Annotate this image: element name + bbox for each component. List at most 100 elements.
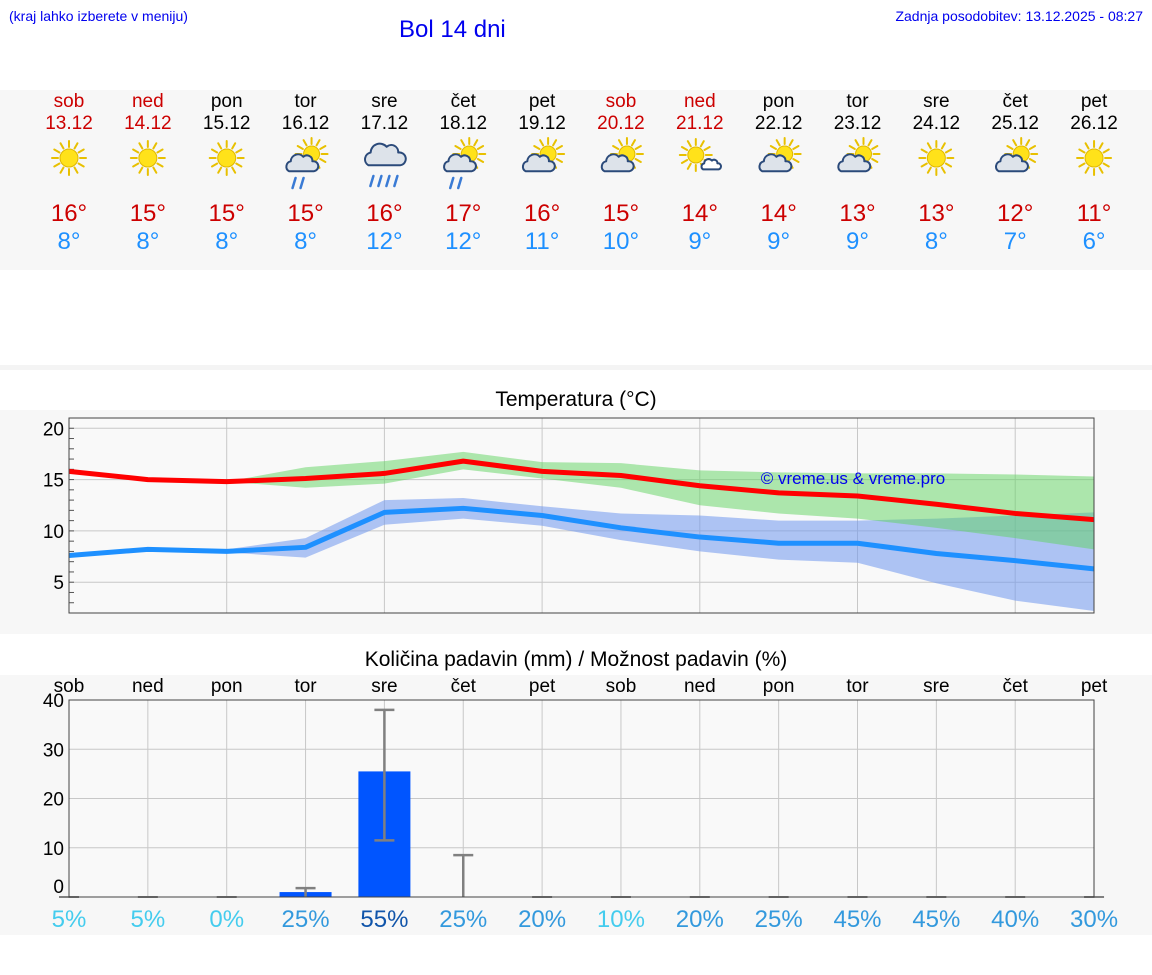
precip-day-label: čet <box>451 676 477 697</box>
forecast-day-label: pet <box>1081 91 1108 112</box>
temp-min-range-band <box>69 498 1095 611</box>
forecast-day-label: pon <box>211 91 243 112</box>
precip-day-label: čet <box>1003 676 1029 697</box>
precip-probability-label: 40% <box>991 906 1039 933</box>
precip-day-label: pet <box>1081 676 1108 697</box>
precip-y-tick-label: 30 <box>43 740 64 761</box>
precip-day-label: tor <box>294 676 317 697</box>
forecast-min-temp: 12° <box>445 228 481 255</box>
precip-day-label: pon <box>211 676 243 697</box>
forecast-day-label: sre <box>371 91 397 112</box>
precip-y-tick-label: 40 <box>43 691 64 712</box>
sun-cloud-icon <box>837 137 881 173</box>
sun-icon <box>1076 140 1113 176</box>
precip-probability-label: 45% <box>912 906 960 933</box>
sun-icon <box>51 140 87 176</box>
forecast-max-temp: 16° <box>524 200 560 227</box>
precip-day-label: sre <box>371 676 397 697</box>
precip-day-label: pon <box>763 676 795 697</box>
location-menu-hint: (kraj lahko izberete v meniju) <box>9 8 188 24</box>
forecast-day-label: tor <box>294 91 317 112</box>
forecast-date-label: 23.12 <box>834 113 882 134</box>
forecast-day-label: pon <box>763 91 795 112</box>
forecast-day-label: sob <box>606 91 637 112</box>
forecast-day-label: ned <box>132 91 164 112</box>
forecast-min-temp: 8° <box>925 228 948 255</box>
precip-probability-label: 25% <box>282 906 330 933</box>
forecast-max-temp: 17° <box>445 200 481 227</box>
forecast-max-temp: 14° <box>761 200 797 227</box>
forecast-min-temp: 7° <box>1004 228 1027 255</box>
sun-cloud-icon <box>995 137 1039 173</box>
precip-probability-label: 5% <box>52 906 87 933</box>
sun-cloud-icon <box>600 137 644 173</box>
precip-day-label: pet <box>529 676 556 697</box>
forecast-day-label: čet <box>451 91 477 112</box>
forecast-max-temp: 15° <box>130 200 166 227</box>
forecast-date-label: 21.12 <box>676 113 724 134</box>
precip-y-tick-label: 20 <box>43 790 64 811</box>
forecast-max-temp: 11° <box>1077 200 1112 227</box>
sun-cloud-icon <box>758 137 802 173</box>
temp-y-tick-label: 20 <box>43 419 64 440</box>
forecast-day-label: ned <box>684 91 716 112</box>
forecast-min-temp: 8° <box>294 228 317 255</box>
forecast-min-temp: 11° <box>525 228 560 255</box>
forecast-min-temp: 10° <box>603 228 639 255</box>
forecast-days: sob13.1216°8°ned14.1215°8°pon15.1215°8°t… <box>45 91 1118 255</box>
forecast-day-label: pet <box>529 91 556 112</box>
forecast-max-temp: 15° <box>603 200 639 227</box>
precip-probability-label: 55% <box>360 906 408 933</box>
page-title: Bol 14 dni <box>399 16 506 43</box>
forecast-day-label: sre <box>923 91 949 112</box>
forecast-date-label: 25.12 <box>991 113 1039 134</box>
temperature-chart-area: 5 10 15 20 © vreme.us & vreme.pro <box>0 410 1152 634</box>
precip-probability-label: 5% <box>131 906 166 933</box>
forecast-min-temp: 8° <box>58 228 81 255</box>
forecast-min-temp: 8° <box>136 228 159 255</box>
temperature-chart: 5 10 15 20 © vreme.us & vreme.pro <box>43 417 1095 614</box>
forecast-min-temp: 9° <box>688 228 711 255</box>
forecast-max-temp: 13° <box>918 200 954 227</box>
last-update-label: Zadnja posodobitev: 13.12.2025 - 08:27 <box>895 8 1143 24</box>
forecast-date-label: 15.12 <box>203 113 251 134</box>
section-divider <box>0 365 1152 370</box>
forecast-day-label: čet <box>1003 91 1029 112</box>
precip-probability-label: 20% <box>518 906 566 933</box>
precip-plot-frame <box>68 699 1095 898</box>
forecast-max-temp: 16° <box>366 200 402 227</box>
sun-icon <box>208 140 245 176</box>
forecast-min-temp: 6° <box>1083 228 1106 255</box>
sun-icon <box>129 140 166 176</box>
forecast-max-temp: 12° <box>997 200 1033 227</box>
temp-y-tick-label: 10 <box>43 522 64 543</box>
forecast-max-temp: 16° <box>51 200 87 227</box>
precip-day-label: ned <box>684 676 716 697</box>
forecast-max-temp: 14° <box>682 200 718 227</box>
forecast-date-label: 17.12 <box>361 113 409 134</box>
forecast-date-label: 26.12 <box>1070 113 1118 134</box>
forecast-date-label: 18.12 <box>439 113 487 134</box>
temp-y-tick-label: 5 <box>53 573 64 594</box>
temp-min-line <box>68 505 1095 572</box>
precip-day-label: tor <box>846 676 869 697</box>
precipitation-chart: sob ned pon tor sre čet pet sob ned pon tor sre čet p… <box>43 676 1118 933</box>
temp-y-tick-label: 15 <box>43 471 64 492</box>
forecast-min-temp: 9° <box>767 228 790 255</box>
precip-day-label: sob <box>54 676 85 697</box>
sun-small-cloud-icon <box>678 138 723 172</box>
forecast-min-temp: 12° <box>366 228 402 255</box>
precip-chart-area: sob ned pon tor sre čet pet sob ned pon tor sre čet p… <box>0 675 1152 935</box>
forecast-date-label: 14.12 <box>124 113 172 134</box>
forecast-date-label: 20.12 <box>597 113 645 134</box>
precip-probability-label: 45% <box>833 906 881 933</box>
forecast-date-label: 19.12 <box>518 113 566 134</box>
precip-probability-label: 25% <box>439 906 487 933</box>
precip-probability-label: 20% <box>676 906 724 933</box>
precip-y-tick-label: 10 <box>43 839 64 860</box>
temp-plot-frame <box>68 417 1095 614</box>
cloud-rain-icon <box>364 142 407 188</box>
forecast-max-temp: 15° <box>209 200 245 227</box>
forecast-min-temp: 9° <box>846 228 869 255</box>
precip-probability-label: 30% <box>1070 906 1118 933</box>
